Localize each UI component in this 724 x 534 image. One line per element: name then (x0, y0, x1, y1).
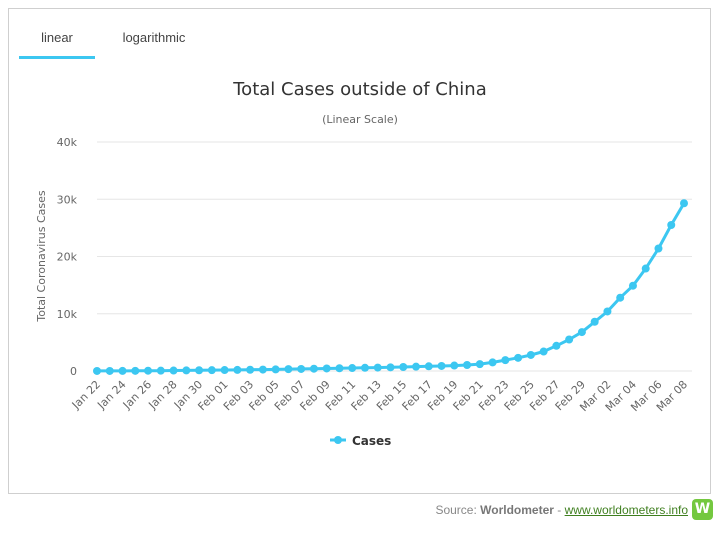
y-tick-label: 10k (57, 308, 78, 321)
data-point[interactable] (284, 365, 293, 374)
x-tick-label: Jan 24 (94, 378, 128, 412)
data-point[interactable] (360, 363, 369, 372)
y-tick-labels: 0 10k 20k 30k 40k (57, 136, 78, 378)
data-point[interactable] (271, 365, 280, 374)
chart-subtitle: (Linear Scale) (322, 113, 398, 126)
data-point[interactable] (118, 366, 127, 375)
data-point[interactable] (169, 366, 178, 375)
data-point[interactable] (156, 366, 165, 375)
data-point[interactable] (131, 366, 140, 375)
data-point[interactable] (105, 366, 114, 375)
y-tick-label: 0 (70, 365, 77, 378)
data-point[interactable] (437, 361, 446, 370)
data-point[interactable] (475, 360, 484, 369)
data-point[interactable] (246, 365, 255, 374)
data-point[interactable] (93, 366, 101, 375)
data-point[interactable] (182, 366, 191, 375)
data-point[interactable] (641, 264, 650, 273)
data-point[interactable] (463, 360, 472, 369)
data-point[interactable] (220, 366, 229, 375)
y-tick-label: 20k (57, 251, 78, 264)
y-tick-label: 30k (57, 193, 78, 206)
x-tick-label: Jan 26 (120, 378, 154, 412)
data-point[interactable] (386, 363, 395, 372)
y-tick-label: 40k (57, 136, 78, 149)
data-point[interactable] (590, 317, 599, 326)
data-point[interactable] (399, 362, 408, 371)
tab-linear[interactable]: linear (19, 9, 95, 59)
data-point[interactable] (577, 328, 586, 337)
source-prefix: Source: (435, 503, 477, 517)
data-point[interactable] (565, 335, 574, 344)
data-point[interactable] (488, 358, 497, 367)
data-point[interactable] (335, 364, 344, 373)
data-point[interactable] (667, 221, 676, 230)
source-link[interactable]: www.worldometers.info (564, 503, 688, 517)
data-point[interactable] (680, 199, 688, 208)
source-name: Worldometer (480, 503, 554, 517)
legend[interactable]: Cases (330, 434, 391, 448)
data-point[interactable] (322, 364, 331, 373)
tab-logarithmic[interactable]: logarithmic (122, 30, 186, 45)
data-point[interactable] (501, 356, 510, 365)
data-point[interactable] (628, 281, 637, 290)
data-point[interactable] (539, 347, 548, 356)
grid-lines (97, 141, 692, 372)
data-point[interactable] (450, 361, 459, 370)
x-tick-label: Jan 22 (69, 378, 103, 412)
data-points (93, 199, 688, 375)
data-point[interactable] (412, 362, 421, 371)
data-point[interactable] (309, 364, 318, 373)
data-point[interactable] (195, 366, 204, 375)
data-point[interactable] (616, 293, 625, 302)
data-point[interactable] (526, 350, 535, 359)
legend-swatch-marker (334, 436, 342, 444)
chart-title: Total Cases outside of China (232, 79, 486, 100)
data-point[interactable] (258, 365, 267, 374)
source-line: Source: Worldometer - www.worldometers.i… (435, 503, 688, 517)
data-point[interactable] (654, 244, 663, 253)
data-point[interactable] (297, 364, 306, 373)
y-axis-label: Total Coronavirus Cases (35, 190, 48, 323)
worldometer-logo-icon[interactable]: W (692, 499, 713, 520)
data-point[interactable] (348, 364, 357, 373)
data-point[interactable] (514, 353, 523, 362)
data-point[interactable] (552, 341, 561, 350)
chart-panel: linear logarithmic (8, 8, 711, 494)
x-tick-label: Jan 28 (145, 378, 179, 412)
data-point[interactable] (424, 362, 433, 371)
legend-label-cases: Cases (352, 434, 391, 448)
data-point[interactable] (233, 365, 242, 374)
data-point[interactable] (603, 307, 612, 316)
data-point[interactable] (373, 363, 382, 372)
data-point[interactable] (207, 366, 216, 375)
source-separator: - (557, 503, 562, 517)
series-line-cases (97, 202, 686, 373)
data-point[interactable] (144, 366, 153, 375)
